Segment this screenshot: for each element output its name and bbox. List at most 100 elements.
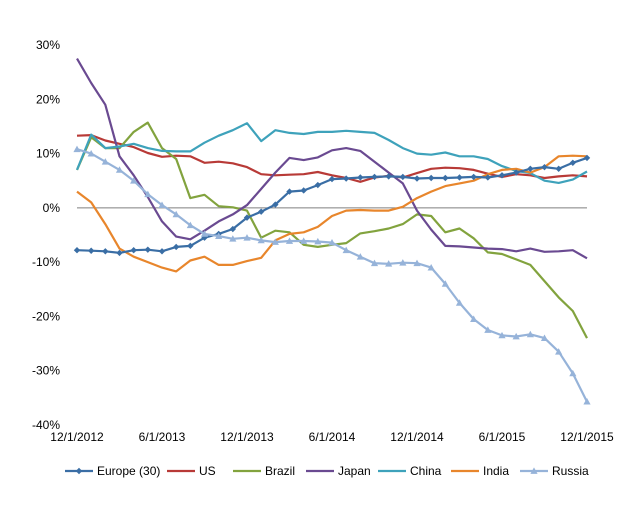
data-point-russia [555, 348, 563, 355]
data-point-europe-30 [314, 181, 322, 189]
series-line-japan [76, 58, 588, 260]
data-point-europe-30 [328, 175, 336, 183]
data-point-europe-30 [257, 208, 265, 215]
data-point-russia [455, 299, 464, 306]
data-point-russia [413, 259, 421, 267]
data-point-europe-30 [272, 201, 279, 208]
data-point-russia [540, 334, 549, 342]
x-axis: 12/1/2012 6/1/2013 12/1/2013 6/1/2014 12/1/2… [50, 430, 614, 444]
data-point-russia [328, 239, 336, 246]
data-point-europe-30 [413, 175, 421, 182]
data-point-russia [300, 237, 308, 244]
data-point-europe-30 [158, 248, 166, 255]
legend-label: Brazil [265, 464, 295, 478]
data-point-europe-30 [243, 214, 251, 221]
legend-marker [530, 467, 538, 474]
legend-item: India [451, 464, 509, 478]
legend-label: China [410, 464, 442, 478]
data-point-russia [427, 263, 435, 271]
y-tick-label: 20% [36, 92, 60, 106]
data-point-europe-30 [144, 246, 152, 253]
x-tick-label: 6/1/2014 [309, 430, 356, 444]
data-point-russia [441, 280, 449, 287]
data-point-europe-30 [385, 173, 392, 180]
x-tick-label: 6/1/2015 [479, 430, 526, 444]
y-tick-label: 0% [43, 201, 61, 215]
y-tick-label: 30% [36, 38, 60, 52]
legend-item: Japan [306, 464, 371, 478]
data-point-russia [144, 190, 152, 198]
data-point-europe-30 [470, 173, 477, 181]
data-point-russia [130, 177, 138, 184]
series-china [75, 122, 588, 184]
data-point-russia [314, 237, 322, 245]
y-tick-label: -20% [32, 309, 60, 323]
legend-label: Europe (30) [97, 464, 160, 478]
data-point-europe-30 [484, 174, 492, 181]
legend-label: US [199, 464, 216, 478]
data-point-russia [569, 369, 577, 377]
series-russia [73, 145, 591, 405]
series-line-russia [76, 148, 588, 403]
data-point-europe-30 [569, 159, 577, 166]
y-axis: 30% 20% 10% 0% -10% -20% -30% -40% [32, 38, 60, 432]
data-point-russia [370, 259, 379, 267]
data-point-russia [186, 221, 194, 229]
y-tick-label: -30% [32, 364, 60, 378]
data-point-europe-30 [541, 163, 548, 171]
data-point-russia [215, 232, 223, 239]
data-point-russia [115, 166, 124, 173]
data-point-russia [583, 398, 591, 405]
legend-item: Russia [520, 464, 589, 478]
data-point-russia [512, 332, 520, 340]
y-tick-label: -10% [32, 255, 60, 269]
data-point-europe-30 [498, 172, 506, 179]
series-japan [76, 58, 588, 260]
x-tick-label: 12/1/2014 [390, 430, 444, 444]
data-point-europe-30 [87, 247, 95, 254]
series-line-india [76, 154, 588, 273]
data-point-europe-30 [286, 188, 293, 195]
x-tick-label: 12/1/2015 [560, 430, 614, 444]
data-point-russia [399, 259, 407, 266]
data-point-russia [87, 149, 95, 157]
series-layer [73, 58, 591, 405]
legend-item: Europe (30) [65, 464, 160, 478]
data-point-europe-30 [427, 174, 435, 182]
data-point-europe-30 [130, 247, 137, 254]
data-point-russia [101, 158, 109, 165]
data-point-russia [73, 145, 81, 153]
data-point-europe-30 [512, 169, 520, 176]
series-india [76, 154, 588, 273]
data-point-russia [172, 210, 180, 218]
legend-item: China [378, 464, 442, 478]
legend-item: US [167, 464, 216, 478]
x-tick-label: 12/1/2013 [220, 430, 274, 444]
data-point-russia [158, 201, 166, 209]
data-point-europe-30 [555, 165, 562, 172]
data-point-europe-30 [456, 174, 463, 181]
data-point-europe-30 [172, 243, 180, 251]
legend-label: Japan [338, 464, 371, 478]
data-point-russia [342, 246, 350, 254]
data-point-russia [271, 238, 279, 245]
data-point-europe-30 [229, 225, 237, 233]
data-point-europe-30 [399, 173, 407, 181]
legend-label: India [483, 464, 509, 478]
data-point-russia [385, 260, 393, 267]
data-point-europe-30 [583, 154, 591, 162]
data-point-russia [243, 234, 251, 241]
data-point-europe-30 [342, 175, 350, 182]
x-tick-label: 6/1/2013 [139, 430, 186, 444]
data-point-russia [470, 315, 478, 323]
legend-label: Russia [552, 464, 589, 478]
data-point-europe-30 [116, 249, 123, 257]
series-line-china [75, 122, 588, 184]
y-tick-label: -40% [32, 418, 60, 432]
x-tick-label: 12/1/2012 [50, 430, 104, 444]
y-tick-label: 10% [36, 147, 60, 161]
data-point-europe-30 [371, 173, 378, 181]
legend-marker [75, 467, 83, 475]
data-point-europe-30 [102, 248, 109, 255]
